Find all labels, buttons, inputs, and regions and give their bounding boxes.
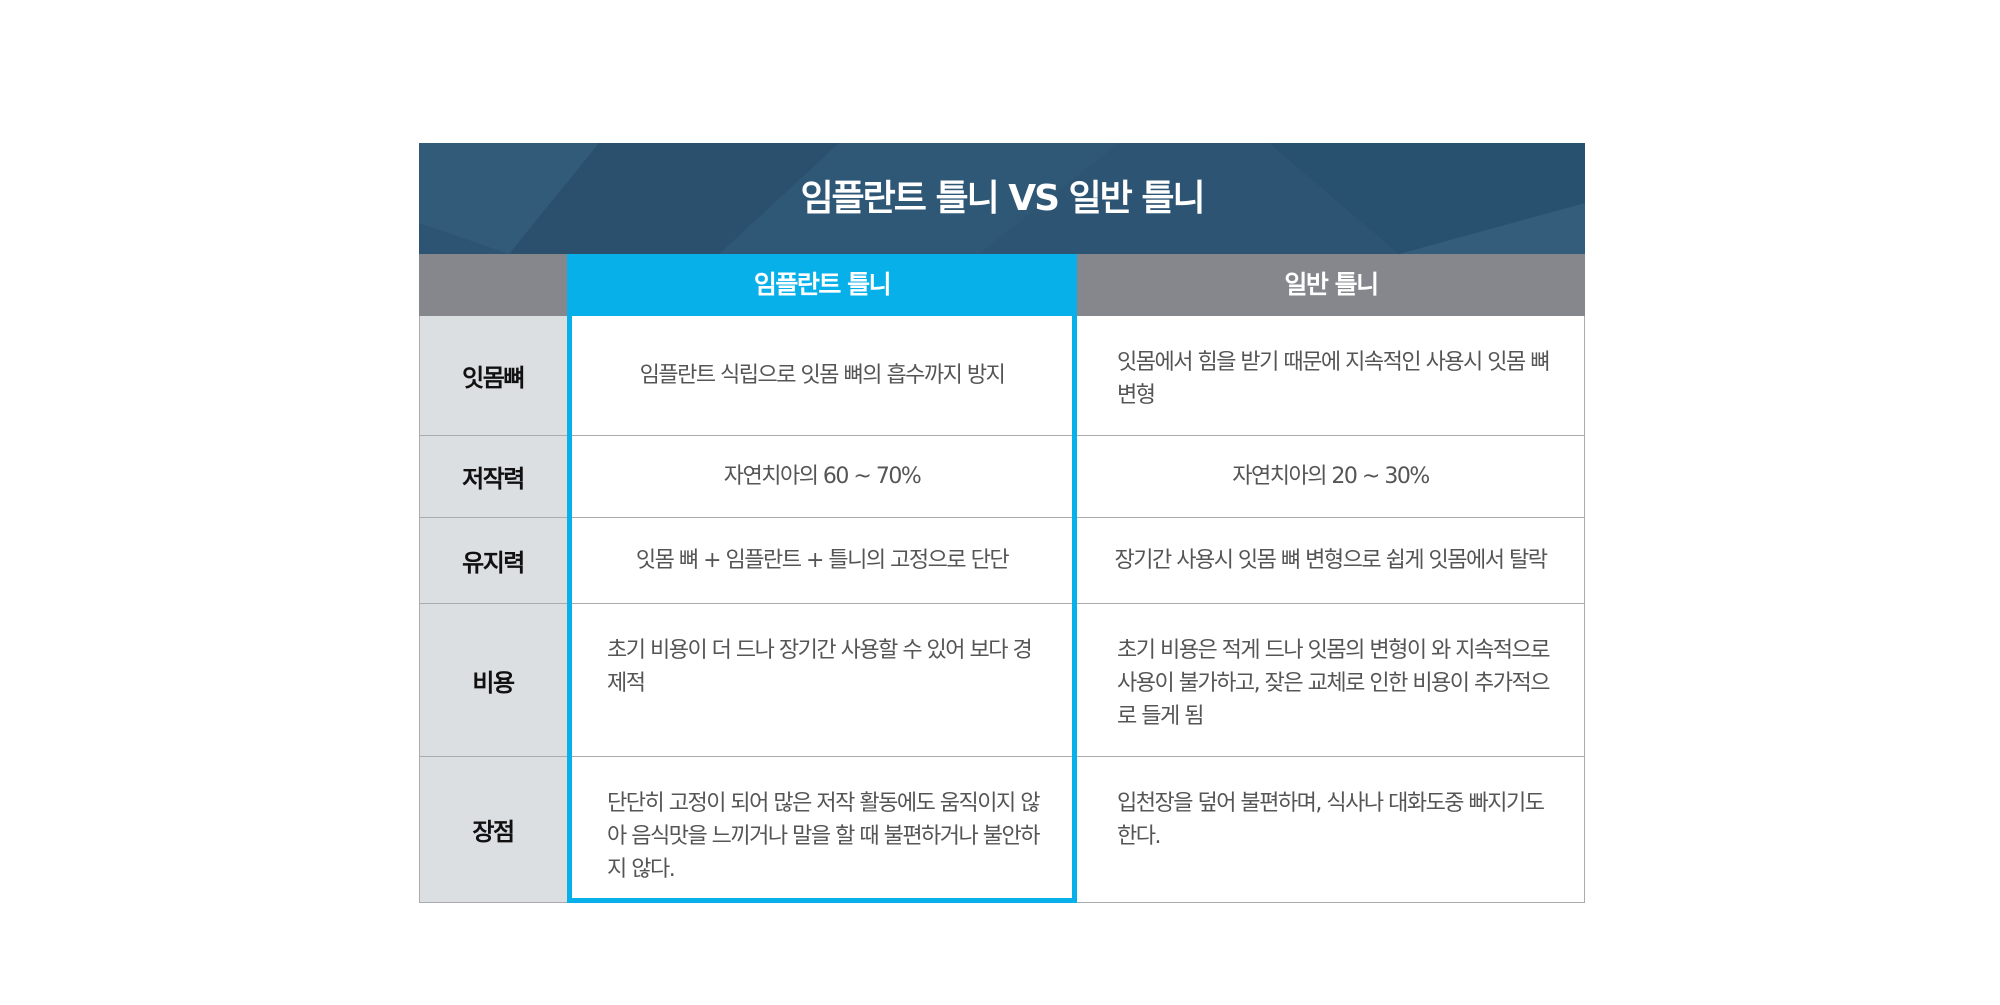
implant-cell: 단단히 고정이 되어 많은 저작 활동에도 움직이지 않아 음식맛을 느끼거나 … (607, 791, 1041, 882)
general-cell: 입천장을 덮어 불편하며, 식사나 대화도중 빠지기도 한다. (1077, 757, 1585, 902)
row-label: 저작력 (419, 436, 567, 517)
implant-cell: 초기 비용이 더 드나 장기간 사용할 수 있어 보다 경제적 (607, 638, 1033, 696)
header-empty-cell (419, 254, 567, 316)
general-cell: 자연치아의 20 ~ 30% (1077, 436, 1585, 517)
row-label: 유지력 (419, 518, 567, 603)
table-row: 장점 단단히 고정이 되어 많은 저작 활동에도 움직이지 않아 음식맛을 느끼… (419, 757, 1585, 903)
general-cell: 잇몸에서 힘을 받기 때문에 지속적인 사용시 잇몸 뼈변형 (1077, 316, 1585, 435)
row-label: 장점 (419, 757, 567, 902)
table-row: 유지력 잇몸 뼈 + 임플란트 + 틀니의 고정으로 단단 장기간 사용시 잇몸… (419, 518, 1585, 604)
row-label: 잇몸뼈 (419, 316, 567, 435)
comparison-table: 임플란트 틀니 VS 일반 틀니 임플란트 틀니 일반 틀니 잇몸뼈 임플란트 … (419, 143, 1585, 903)
implant-cell: 자연치아의 60 ~ 70% (723, 464, 922, 489)
implant-cell: 잇몸 뼈 + 임플란트 + 틀니의 고정으로 단단 (635, 548, 1010, 573)
header-implant: 임플란트 틀니 (567, 254, 1077, 316)
table-row: 저작력 자연치아의 60 ~ 70% 자연치아의 20 ~ 30% (419, 436, 1585, 518)
general-cell: 장기간 사용시 잇몸 뼈 변형으로 쉽게 잇몸에서 탈락 (1077, 518, 1585, 603)
table-row: 비용 초기 비용이 더 드나 장기간 사용할 수 있어 보다 경제적 초기 비용… (419, 604, 1585, 757)
row-label: 비용 (419, 604, 567, 756)
table-title: 임플란트 틀니 VS 일반 틀니 (800, 178, 1205, 219)
implant-cell: 임플란트 식립으로 잇몸 뼈의 흡수까지 방지 (639, 363, 1006, 388)
polygon-background-pattern (419, 143, 1585, 254)
header-general: 일반 틀니 (1077, 254, 1585, 316)
general-cell: 초기 비용은 적게 드나 잇몸의 변형이 와 지속적으로 사용이 불가하고, 잦… (1077, 604, 1585, 756)
table-row: 잇몸뼈 임플란트 식립으로 잇몸 뼈의 흡수까지 방지 잇몸에서 힘을 받기 때… (419, 316, 1585, 436)
table-title-banner: 임플란트 틀니 VS 일반 틀니 (419, 143, 1585, 254)
table-left-border (419, 316, 420, 903)
